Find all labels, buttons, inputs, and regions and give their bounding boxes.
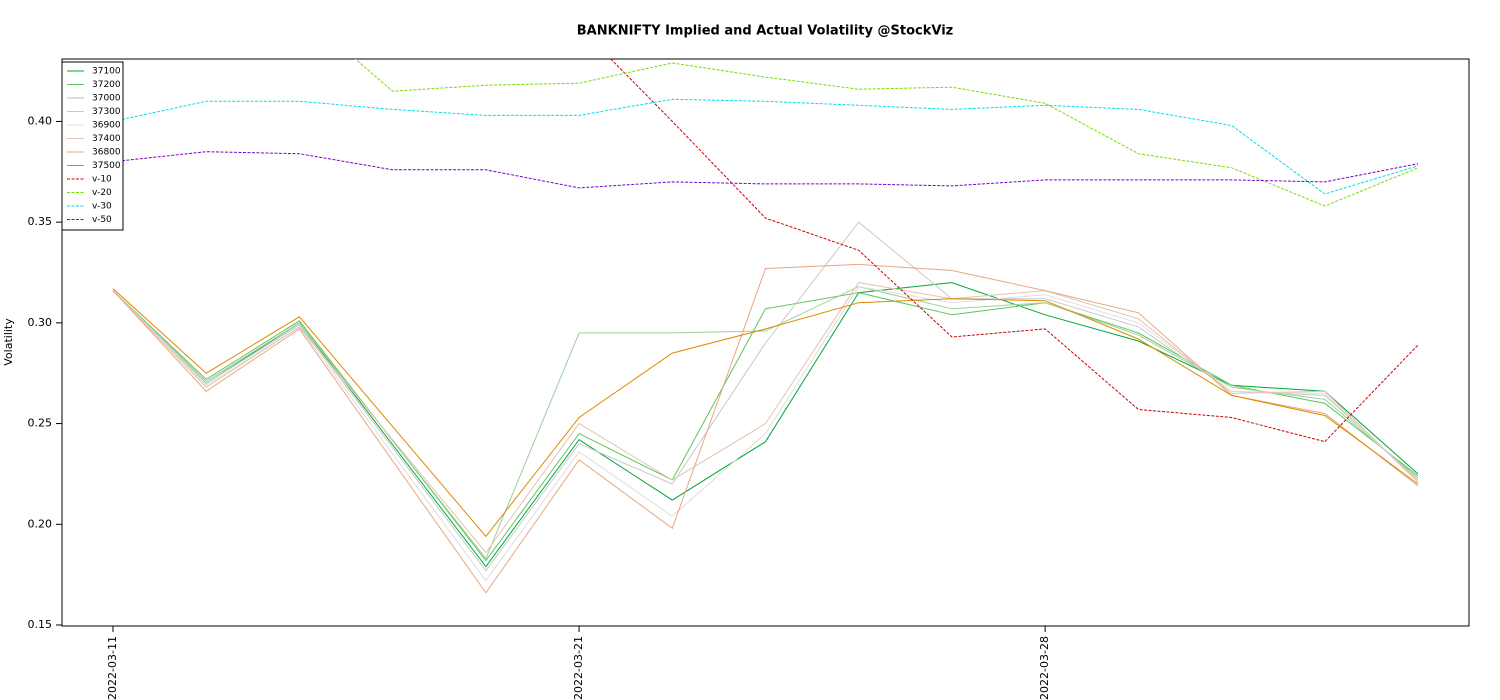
series-line <box>112 286 1419 560</box>
legend-label: 37300 <box>92 107 121 117</box>
plot-frame <box>61 58 1470 627</box>
y-axis-label: Volatility <box>2 318 15 366</box>
y-tick-label: 0.15 <box>28 618 53 631</box>
y-tick-label: 0.25 <box>28 417 53 430</box>
legend-label: 37400 <box>92 134 121 144</box>
series-line <box>112 263 1419 594</box>
series-line <box>112 151 1419 189</box>
y-tick-label: 0.40 <box>28 114 53 127</box>
legend-label: v-50 <box>92 215 112 225</box>
x-tick-label: 2022-03-21 <box>572 636 585 700</box>
legend-label: 37100 <box>92 67 121 77</box>
y-tick-label: 0.35 <box>28 215 53 228</box>
series-line <box>112 282 1419 554</box>
legend-label: 36800 <box>92 148 121 158</box>
plot-area <box>112 59 1419 594</box>
y-tick-label: 0.30 <box>28 316 53 329</box>
x-tick-label: 2022-03-11 <box>106 636 119 700</box>
series-line <box>112 221 1419 572</box>
chart-title: BANKNIFTY Implied and Actual Volatility … <box>577 24 953 39</box>
legend-label: v-30 <box>92 202 112 212</box>
legend-label: v-10 <box>92 175 112 185</box>
legend-label: 36900 <box>92 121 121 131</box>
series-line <box>112 286 1419 582</box>
series-line <box>610 59 1419 443</box>
legend-box <box>61 61 124 231</box>
series-line <box>112 288 1419 538</box>
legend-label: 37000 <box>92 94 121 104</box>
series-line <box>354 59 1419 207</box>
series-line <box>112 290 1419 562</box>
legend-label: v-20 <box>92 188 112 198</box>
y-tick-label: 0.20 <box>28 517 53 530</box>
series-line <box>112 282 1419 568</box>
legend-label: 37500 <box>92 161 121 171</box>
legend-label: 37200 <box>92 80 121 90</box>
x-tick-label: 2022-03-28 <box>1038 636 1051 700</box>
